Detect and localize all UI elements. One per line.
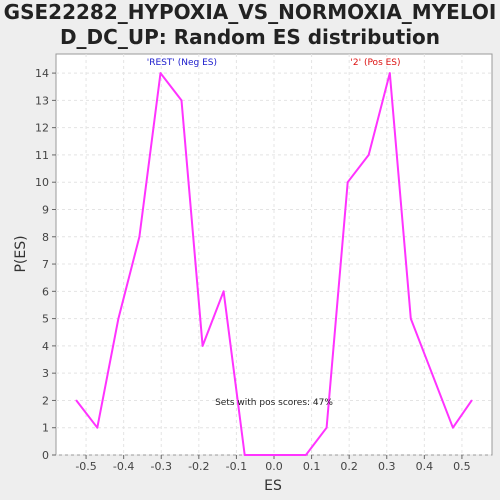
- y-tick-label: 8: [42, 231, 49, 244]
- y-tick-label: 14: [35, 67, 49, 80]
- x-tick-label: 0.4: [416, 460, 434, 473]
- data-point: [305, 454, 307, 456]
- x-tick-label: 0.0: [265, 460, 283, 473]
- data-point: [273, 454, 275, 456]
- y-tick-label: 9: [42, 203, 49, 216]
- y-tick-label: 13: [35, 94, 49, 107]
- x-tick-label: 0.2: [340, 460, 358, 473]
- x-axis-ticks: -0.5 -0.4 -0.3 -0.2 -0.1 0.0 0.1 0.2 0.3 0.4 0.5: [75, 455, 471, 473]
- data-point: [180, 99, 183, 102]
- data-point: [431, 372, 433, 375]
- y-tick-label: 4: [42, 340, 49, 353]
- y-tick-label: 0: [42, 449, 49, 462]
- data-point: [389, 72, 391, 74]
- x-axis-label: ES: [264, 478, 282, 494]
- annotations: 'REST' (Neg ES) '2' (Pos ES) Sets with pos…: [147, 58, 401, 408]
- data-point: [75, 399, 78, 402]
- x-tick-label: -0.3: [151, 460, 172, 473]
- data-point: [117, 317, 120, 320]
- data-point: [325, 426, 328, 429]
- y-tick-label: 3: [42, 367, 49, 380]
- y-tick-label: 5: [42, 313, 49, 326]
- data-point: [201, 345, 204, 347]
- chart-title-line2: D_DC_UP: Random ES distribution: [60, 25, 440, 49]
- x-tick-label: -0.1: [226, 460, 247, 473]
- x-tick-label: 0.1: [303, 460, 321, 473]
- x-tick-label: 0.3: [378, 460, 396, 473]
- series-layer: [75, 72, 473, 456]
- data-point: [243, 454, 246, 456]
- y-tick-label: 11: [35, 149, 49, 162]
- annotation-pos: '2' (Pos ES): [350, 58, 400, 68]
- y-axis-label: P(ES): [13, 235, 29, 272]
- x-tick-label: -0.4: [113, 460, 134, 473]
- y-tick-label: 2: [42, 394, 49, 407]
- y-tick-label: 6: [42, 285, 49, 298]
- y-tick-label: 7: [42, 258, 49, 271]
- data-point: [410, 317, 412, 320]
- data-point: [159, 72, 162, 74]
- data-point: [452, 426, 454, 429]
- data-point: [470, 399, 473, 402]
- x-tick-label: 0.5: [453, 460, 471, 473]
- annotation-neg: 'REST' (Neg ES): [147, 58, 217, 68]
- y-tick-label: 12: [35, 122, 49, 135]
- data-point: [138, 236, 141, 238]
- annotation-pct: Sets with pos scores: 47%: [215, 398, 333, 408]
- x-tick-label: -0.5: [75, 460, 96, 473]
- data-point: [96, 426, 99, 429]
- data-point: [346, 181, 349, 183]
- y-tick-label: 1: [42, 422, 49, 435]
- grid: [56, 54, 492, 456]
- x-tick-label: -0.2: [188, 460, 209, 473]
- data-point: [367, 154, 370, 156]
- data-point: [222, 290, 225, 293]
- y-tick-label: 10: [35, 176, 49, 189]
- chart-title-line1: GSE22282_HYPOXIA_VS_NORMOXIA_MYELOI: [4, 0, 497, 24]
